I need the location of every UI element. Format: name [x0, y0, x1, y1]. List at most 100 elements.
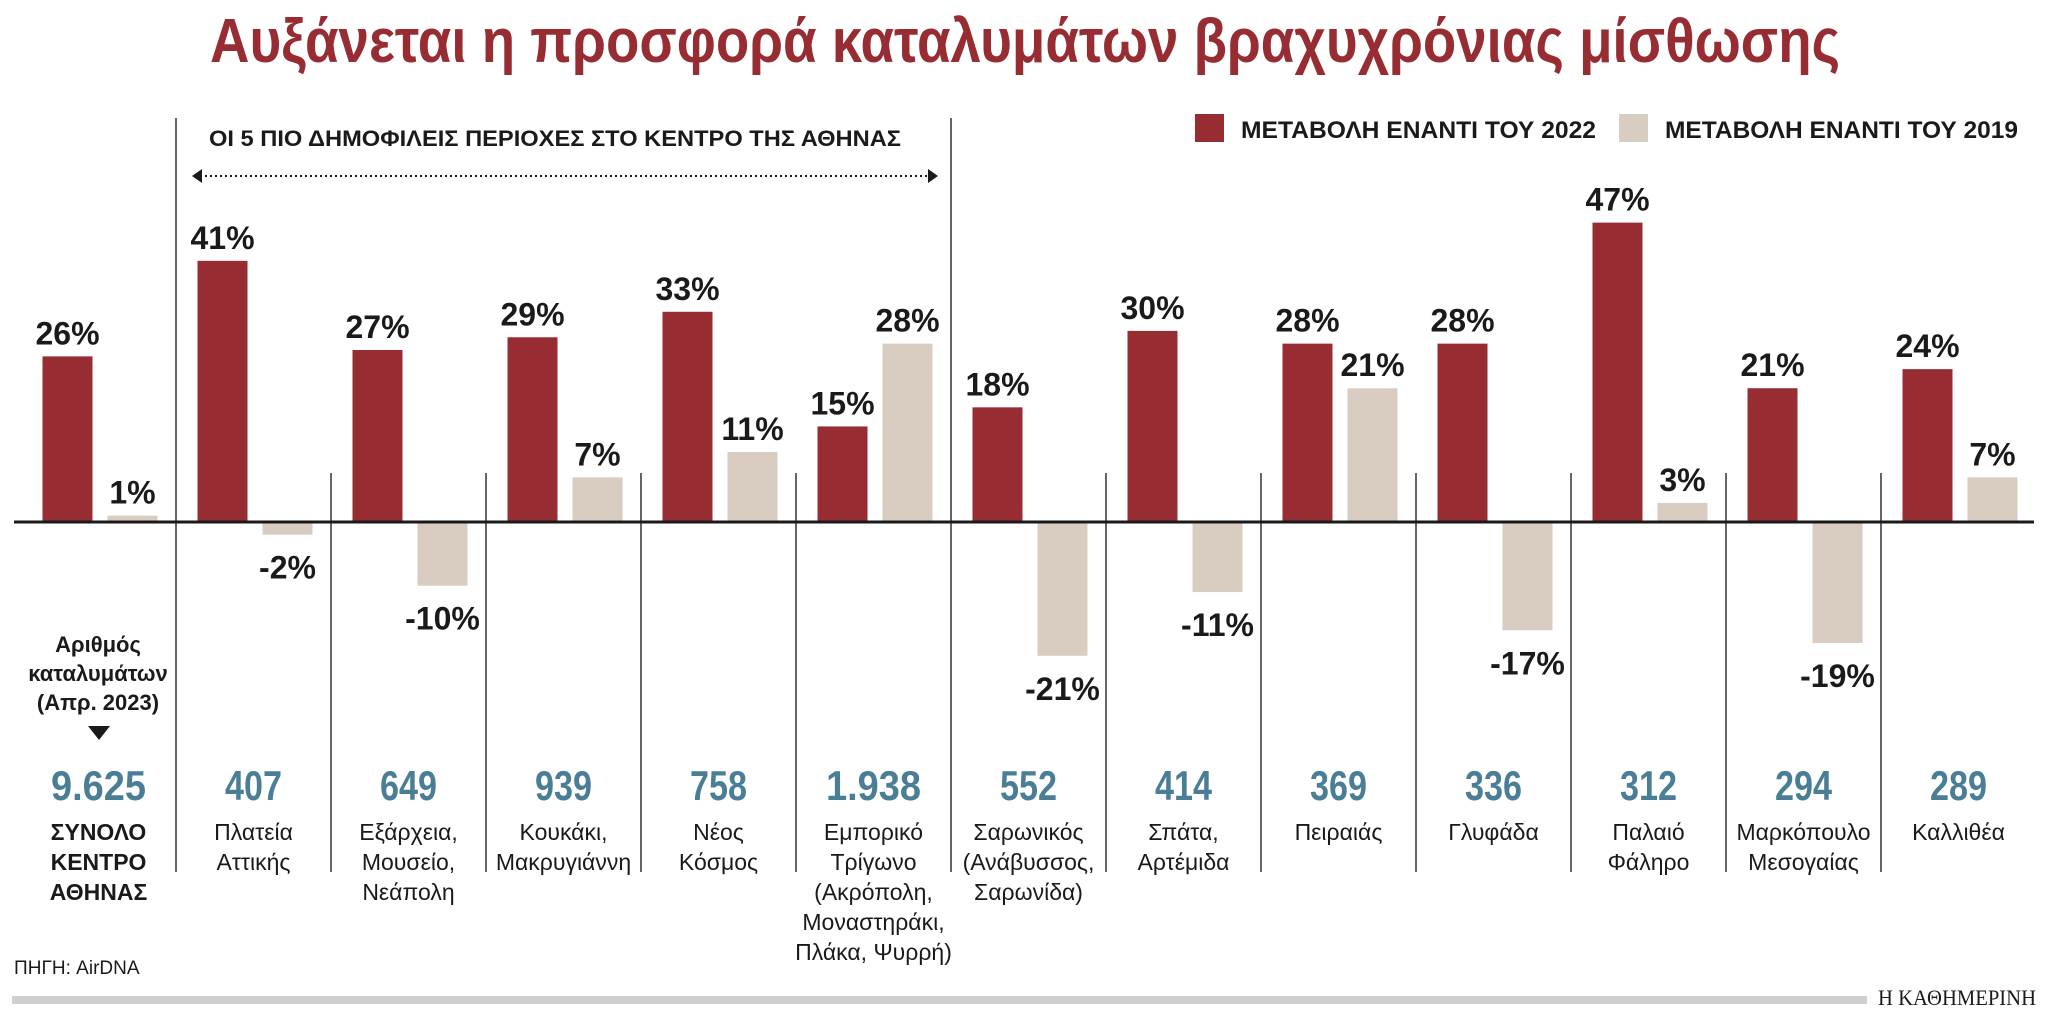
legend-label-2022: ΜΕΤΑΒΟΛΗ ΕΝΑΝΤΙ ΤΟΥ 2022 — [1241, 117, 1596, 144]
category-label: ΑΘΗΝΑΣ — [50, 879, 148, 905]
category-label: Μεσογαίας — [1748, 849, 1859, 875]
category-label: Κόσμος — [679, 849, 758, 875]
category-label: (Ανάβυσσος, — [963, 849, 1095, 875]
category-label: Φάληρο — [1608, 849, 1690, 875]
category-label: Μαρκόπουλο — [1736, 819, 1870, 845]
bar-2019 — [1657, 502, 1708, 522]
category-label: Σαρωνίδα) — [974, 879, 1083, 905]
bar-2022 — [352, 350, 403, 522]
data-label-2022: 30% — [1120, 290, 1184, 326]
data-label-2022: 33% — [655, 271, 719, 307]
bar-2022 — [972, 407, 1023, 522]
category-label: Κουκάκι, — [520, 819, 608, 845]
data-label-2022: 26% — [35, 315, 99, 351]
bar-2022 — [197, 260, 248, 522]
data-label-2022: 27% — [345, 309, 409, 345]
data-label-2019: 7% — [574, 436, 620, 472]
count-value: 9.625 — [51, 762, 146, 809]
count-label: (Απρ. 2023) — [37, 690, 159, 715]
category-label: ΣΥΝΟΛΟ — [51, 819, 147, 845]
arrow-right-icon — [928, 169, 938, 183]
category-label: Μακρυγιάννη — [496, 849, 631, 875]
data-label-2022: 28% — [1430, 303, 1494, 339]
bar-2019 — [1812, 522, 1863, 644]
count-value: 1.938 — [826, 762, 921, 809]
bar-2022 — [1437, 343, 1488, 522]
bar-2022 — [1902, 369, 1953, 522]
category-label: Τρίγωνο — [831, 849, 917, 875]
count-value: 289 — [1930, 762, 1987, 809]
data-label-2019: -19% — [1800, 658, 1875, 694]
data-label-2022: 24% — [1895, 328, 1959, 364]
category-label: Μουσείο, — [362, 849, 455, 875]
category-label: Καλλιθέα — [1912, 819, 2005, 845]
category-label: Αττικής — [217, 849, 291, 875]
bar-2022 — [1747, 388, 1798, 522]
category-label: Πειραιάς — [1295, 819, 1383, 845]
category-label: Παλαιό — [1612, 819, 1684, 845]
arrow-left-icon — [192, 169, 202, 183]
count-value: 649 — [380, 762, 437, 809]
bar-2019 — [1347, 388, 1398, 522]
legend-swatch-2019 — [1619, 114, 1648, 142]
bar-2019 — [107, 515, 158, 522]
data-label-2019: -21% — [1025, 671, 1100, 707]
bar-2019 — [1037, 522, 1088, 656]
chart-title: Αυξάνεται η προσφορά καταλυμάτων βραχυχρ… — [210, 7, 1840, 76]
data-label-2019: 11% — [721, 411, 783, 447]
data-label-2019: 7% — [1969, 436, 2015, 472]
publisher-logo: Η ΚΑΘΗΜΕΡΙΝΗ — [1878, 985, 2036, 1010]
bar-2019 — [572, 477, 623, 522]
category-label: Γλυφάδα — [1448, 819, 1539, 845]
category-label: ΚΕΝΤΡΟ — [51, 849, 147, 875]
count-value: 552 — [1000, 762, 1057, 809]
count-value: 312 — [1620, 762, 1677, 809]
data-label-2019: -11% — [1181, 607, 1254, 643]
triangle-down-icon — [88, 726, 110, 740]
footer-bar — [12, 996, 1867, 1004]
bar-2019 — [1502, 522, 1553, 631]
bar-2022 — [1592, 222, 1643, 523]
legend-swatch-2022 — [1195, 114, 1224, 142]
data-label-2019: 1% — [109, 475, 155, 511]
data-label-2022: 28% — [1275, 303, 1339, 339]
source-note: ΠΗΓΗ: AirDNA — [14, 958, 140, 979]
count-value: 407 — [225, 762, 282, 809]
data-label-2019: 3% — [1659, 462, 1705, 498]
data-label-2022: 47% — [1585, 182, 1649, 218]
bar-2019 — [417, 522, 468, 586]
bar-2022 — [507, 337, 558, 522]
category-label: Νέος — [693, 819, 744, 845]
category-label: Εξάρχεια, — [359, 819, 458, 845]
category-label: (Ακρόπολη, — [814, 879, 933, 905]
bar-2022 — [42, 356, 93, 522]
data-label-2022: 18% — [965, 366, 1029, 402]
bar-2019 — [262, 522, 313, 535]
bar-2022 — [817, 426, 868, 522]
count-value: 336 — [1465, 762, 1522, 809]
category-label: Νεάπολη — [362, 879, 454, 905]
count-value: 414 — [1155, 762, 1213, 809]
group-label: ΟΙ 5 ΠΙΟ ΔΗΜΟΦΙΛΕΙΣ ΠΕΡΙΟΧΕΣ ΣΤΟ ΚΕΝΤΡΟ … — [209, 126, 901, 151]
category-label: Πλατεία — [214, 819, 293, 845]
bar-2019 — [727, 451, 778, 522]
bar-2019 — [882, 343, 933, 522]
data-label-2022: 41% — [190, 220, 254, 256]
category-label: Αρτέμιδα — [1138, 849, 1230, 875]
count-label: καταλυμάτων — [28, 661, 168, 686]
data-label-2022: 29% — [500, 296, 564, 332]
data-label-2019: -17% — [1490, 645, 1565, 681]
count-value: 294 — [1775, 762, 1833, 809]
data-label-2022: 15% — [810, 385, 874, 421]
category-label: Σαρωνικός — [973, 819, 1083, 845]
data-label-2019: -2% — [259, 550, 316, 586]
bar-2022 — [1282, 343, 1333, 522]
data-label-2019: -10% — [405, 601, 480, 637]
bar-2019 — [1192, 522, 1243, 593]
count-value: 939 — [535, 762, 592, 809]
category-label: Εμπορικό — [824, 819, 923, 845]
category-label: Μοναστηράκι, — [802, 909, 944, 935]
data-label-2019: 28% — [875, 303, 939, 339]
category-label: Πλάκα, Ψυρρή) — [795, 939, 952, 965]
